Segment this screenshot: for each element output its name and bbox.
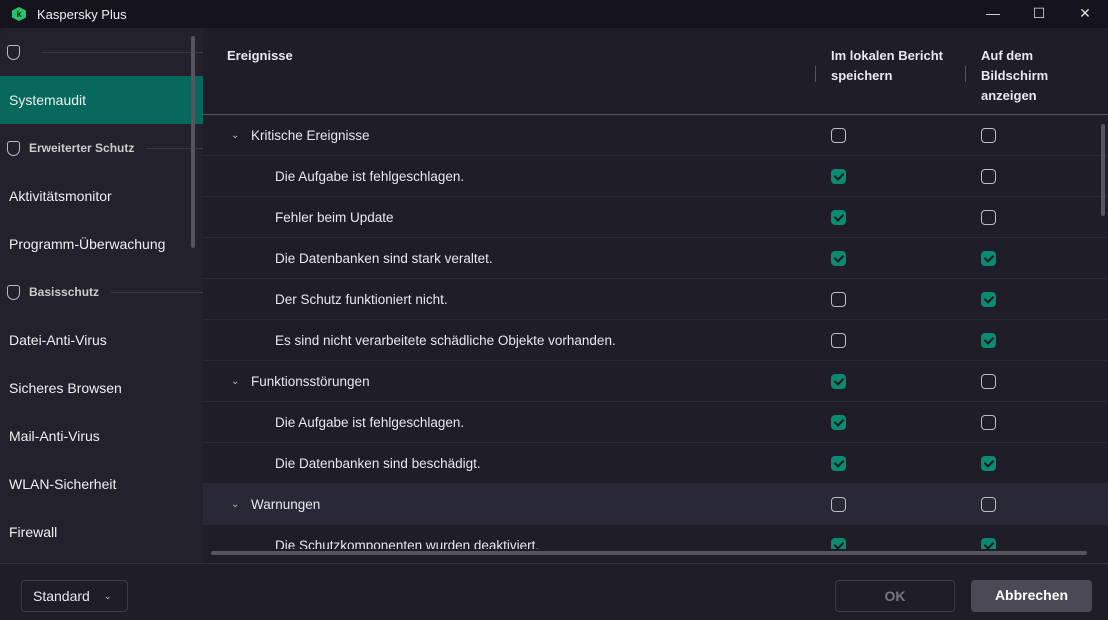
- chevron-down-icon[interactable]: ⌄: [231, 375, 240, 387]
- close-button[interactable]: ✕: [1079, 5, 1091, 21]
- sidebar-group-label: Erweiterter Schutz: [29, 141, 135, 155]
- table-row[interactable]: Die Aufgabe ist fehlgeschlagen.: [203, 156, 1108, 197]
- chevron-down-icon[interactable]: ⌄: [231, 498, 240, 510]
- sidebar-group: [0, 28, 203, 76]
- table-row[interactable]: Die Datenbanken sind stark veraltet.: [203, 238, 1108, 279]
- sidebar-scrollbar[interactable]: [191, 36, 195, 248]
- event-label: Es sind nicht verarbeitete schädliche Ob…: [275, 332, 616, 348]
- table-header: Ereignisse Im lokalen Bericht speichern …: [203, 28, 1108, 115]
- table-row[interactable]: Fehler beim Update: [203, 197, 1108, 238]
- sidebar-item[interactable]: Systemaudit: [0, 76, 203, 124]
- screen-checkbox[interactable]: [981, 127, 996, 143]
- sidebar-group: Basisschutz: [0, 268, 203, 316]
- chevron-down-icon[interactable]: ⌄: [231, 129, 240, 141]
- screen-checkbox[interactable]: [981, 291, 996, 307]
- event-label: Die Aufgabe ist fehlgeschlagen.: [275, 168, 465, 184]
- vertical-scrollbar[interactable]: [1101, 124, 1105, 216]
- column-divider[interactable]: [815, 66, 816, 82]
- horizontal-scrollbar[interactable]: [211, 551, 1087, 555]
- minimize-button[interactable]: —: [986, 5, 1000, 21]
- app-title: Kaspersky Plus: [37, 6, 127, 22]
- report-checkbox[interactable]: [831, 332, 846, 348]
- report-checkbox[interactable]: [831, 414, 846, 430]
- sidebar-group-label: Basisschutz: [29, 285, 100, 299]
- cancel-button[interactable]: Abbrechen: [971, 580, 1092, 612]
- profile-dropdown[interactable]: Standard ⌄: [21, 580, 128, 612]
- sidebar-item[interactable]: Mail-Anti-Virus: [9, 428, 100, 444]
- event-label: Die Datenbanken sind stark veraltet.: [275, 250, 493, 266]
- report-checkbox[interactable]: [831, 168, 846, 184]
- shield-icon: [7, 284, 20, 300]
- category-row[interactable]: ⌄ Funktionsstörungen: [203, 361, 1108, 402]
- event-label: Die Schutzkomponenten wurden deaktiviert…: [275, 537, 540, 550]
- column-header-screen: Auf dem Bildschirm anzeigen: [981, 48, 1049, 103]
- event-label: Fehler beim Update: [275, 209, 394, 225]
- screen-checkbox[interactable]: [981, 537, 996, 549]
- sidebar-item[interactable]: Aktivitätsmonitor: [9, 188, 112, 204]
- divider: [111, 291, 203, 293]
- report-checkbox[interactable]: [831, 537, 846, 549]
- report-checkbox[interactable]: [831, 291, 846, 307]
- screen-checkbox[interactable]: [981, 168, 996, 184]
- report-checkbox[interactable]: [831, 455, 846, 471]
- sidebar: Systemaudit Erweiterter Schutz Aktivitätsm…: [0, 28, 203, 563]
- report-checkbox[interactable]: [831, 373, 846, 389]
- shield-icon: [7, 140, 20, 156]
- table-row[interactable]: Es sind nicht verarbeitete schädliche Ob…: [203, 320, 1108, 361]
- title-bar: k Kaspersky Plus — ☐ ✕: [0, 0, 1108, 28]
- column-header-events: Ereignisse: [227, 48, 293, 63]
- category-row[interactable]: ⌄ Kritische Ereignisse: [203, 115, 1108, 156]
- profile-dropdown-value: Standard: [33, 588, 90, 604]
- category-row[interactable]: ⌄ Warnungen: [203, 484, 1108, 525]
- divider: [146, 147, 203, 149]
- column-divider[interactable]: [965, 66, 966, 82]
- divider: [41, 51, 203, 53]
- shield-icon: [7, 44, 20, 60]
- chevron-down-icon: ⌄: [103, 590, 112, 601]
- maximize-button[interactable]: ☐: [1032, 5, 1046, 21]
- sidebar-item[interactable]: Programm-Überwachung: [9, 236, 166, 252]
- event-label: Funktionsstörungen: [251, 373, 370, 389]
- report-checkbox[interactable]: [831, 209, 846, 225]
- report-checkbox[interactable]: [831, 127, 846, 143]
- event-label: Die Aufgabe ist fehlgeschlagen.: [275, 414, 465, 430]
- table-row[interactable]: Die Aufgabe ist fehlgeschlagen.: [203, 402, 1108, 443]
- screen-checkbox[interactable]: [981, 373, 996, 389]
- report-checkbox[interactable]: [831, 496, 846, 512]
- events-table: Ereignisse Im lokalen Bericht speichern …: [203, 28, 1108, 563]
- event-label: Die Datenbanken sind beschädigt.: [275, 455, 481, 471]
- sidebar-item[interactable]: Firewall: [9, 524, 58, 540]
- ok-button[interactable]: OK: [835, 580, 955, 612]
- screen-checkbox[interactable]: [981, 332, 996, 348]
- screen-checkbox[interactable]: [981, 496, 996, 512]
- event-label: Der Schutz funktioniert nicht.: [275, 291, 448, 307]
- table-row[interactable]: Der Schutz funktioniert nicht.: [203, 279, 1108, 320]
- sidebar-item[interactable]: Datei-Anti-Virus: [9, 332, 107, 348]
- table-row[interactable]: Die Schutzkomponenten wurden deaktiviert…: [203, 525, 1108, 549]
- screen-checkbox[interactable]: [981, 455, 996, 471]
- event-label: Warnungen: [251, 496, 321, 512]
- column-header-report: Im lokalen Bericht speichern: [831, 48, 943, 83]
- table-row[interactable]: Die Datenbanken sind beschädigt.: [203, 443, 1108, 484]
- sidebar-item[interactable]: WLAN-Sicherheit: [9, 476, 117, 492]
- screen-checkbox[interactable]: [981, 250, 996, 266]
- footer: Standard ⌄ OK Abbrechen: [0, 563, 1108, 620]
- sidebar-group: Erweiterter Schutz: [0, 124, 203, 172]
- screen-checkbox[interactable]: [981, 209, 996, 225]
- event-label: Kritische Ereignisse: [251, 127, 370, 143]
- report-checkbox[interactable]: [831, 250, 846, 266]
- kaspersky-logo-icon: k: [12, 7, 26, 21]
- sidebar-item[interactable]: Sicheres Browsen: [9, 380, 122, 396]
- screen-checkbox[interactable]: [981, 414, 996, 430]
